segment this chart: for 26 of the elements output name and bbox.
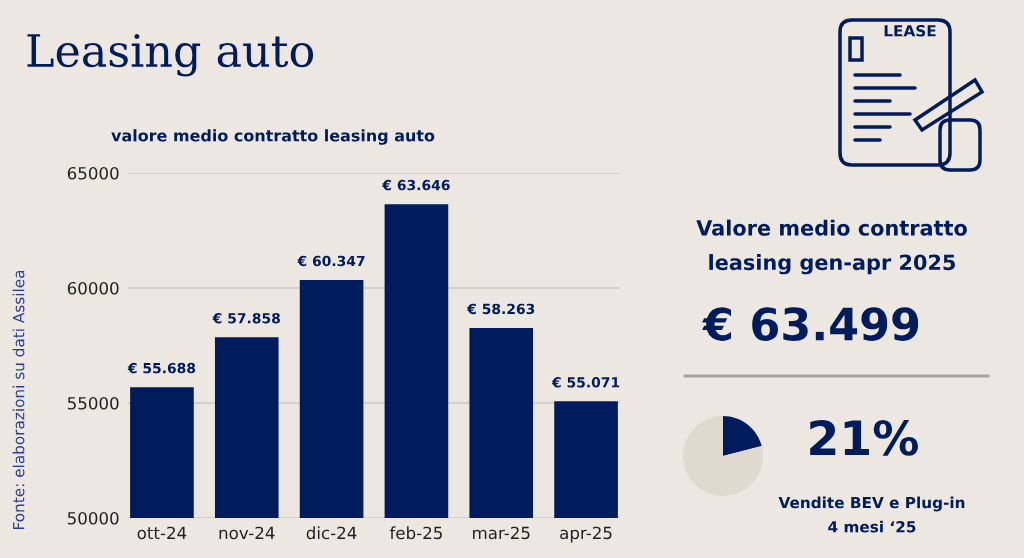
text: LEASE	[884, 24, 936, 37]
x-tick-label: mar-25	[473, 526, 530, 540]
data-label: € 57.858	[212, 312, 280, 324]
text: Valore medio contratto leasing gen-apr 2025	[696, 219, 967, 275]
y-tick-label: 55000	[67, 396, 119, 410]
data-label: € 63.646	[382, 179, 450, 191]
data-label: € 55.071	[551, 377, 620, 388]
y-tick-label: 60000	[67, 281, 119, 295]
x-tick-label: apr-25	[560, 526, 612, 543]
data-label: € 60.347	[297, 255, 365, 267]
x-tick-label: ott-24	[137, 526, 187, 540]
x-tick-label: nov-24	[219, 526, 275, 540]
text: € 63.499	[702, 307, 919, 341]
text: Vendite BEV e Plug-in 4 mesi ‘25	[778, 496, 965, 533]
text: 21%	[810, 419, 919, 456]
pie-slice	[723, 416, 762, 456]
x-tick-label: feb-25	[389, 526, 442, 540]
chart-title: Leasing auto	[27, 33, 314, 77]
y-tick-label: 65000	[67, 166, 119, 180]
x-tick-label: dic-24	[306, 526, 357, 540]
data-label: € 58.263	[466, 303, 535, 315]
chart-subtitle: valore medio contratto leasing auto	[111, 129, 435, 145]
pie-slice	[683, 416, 763, 496]
source-note: Fonte: elaborazioni su dati Assilea	[12, 270, 25, 530]
y-tick-label: 50000	[67, 511, 119, 525]
data-label: € 55.688	[127, 362, 196, 374]
